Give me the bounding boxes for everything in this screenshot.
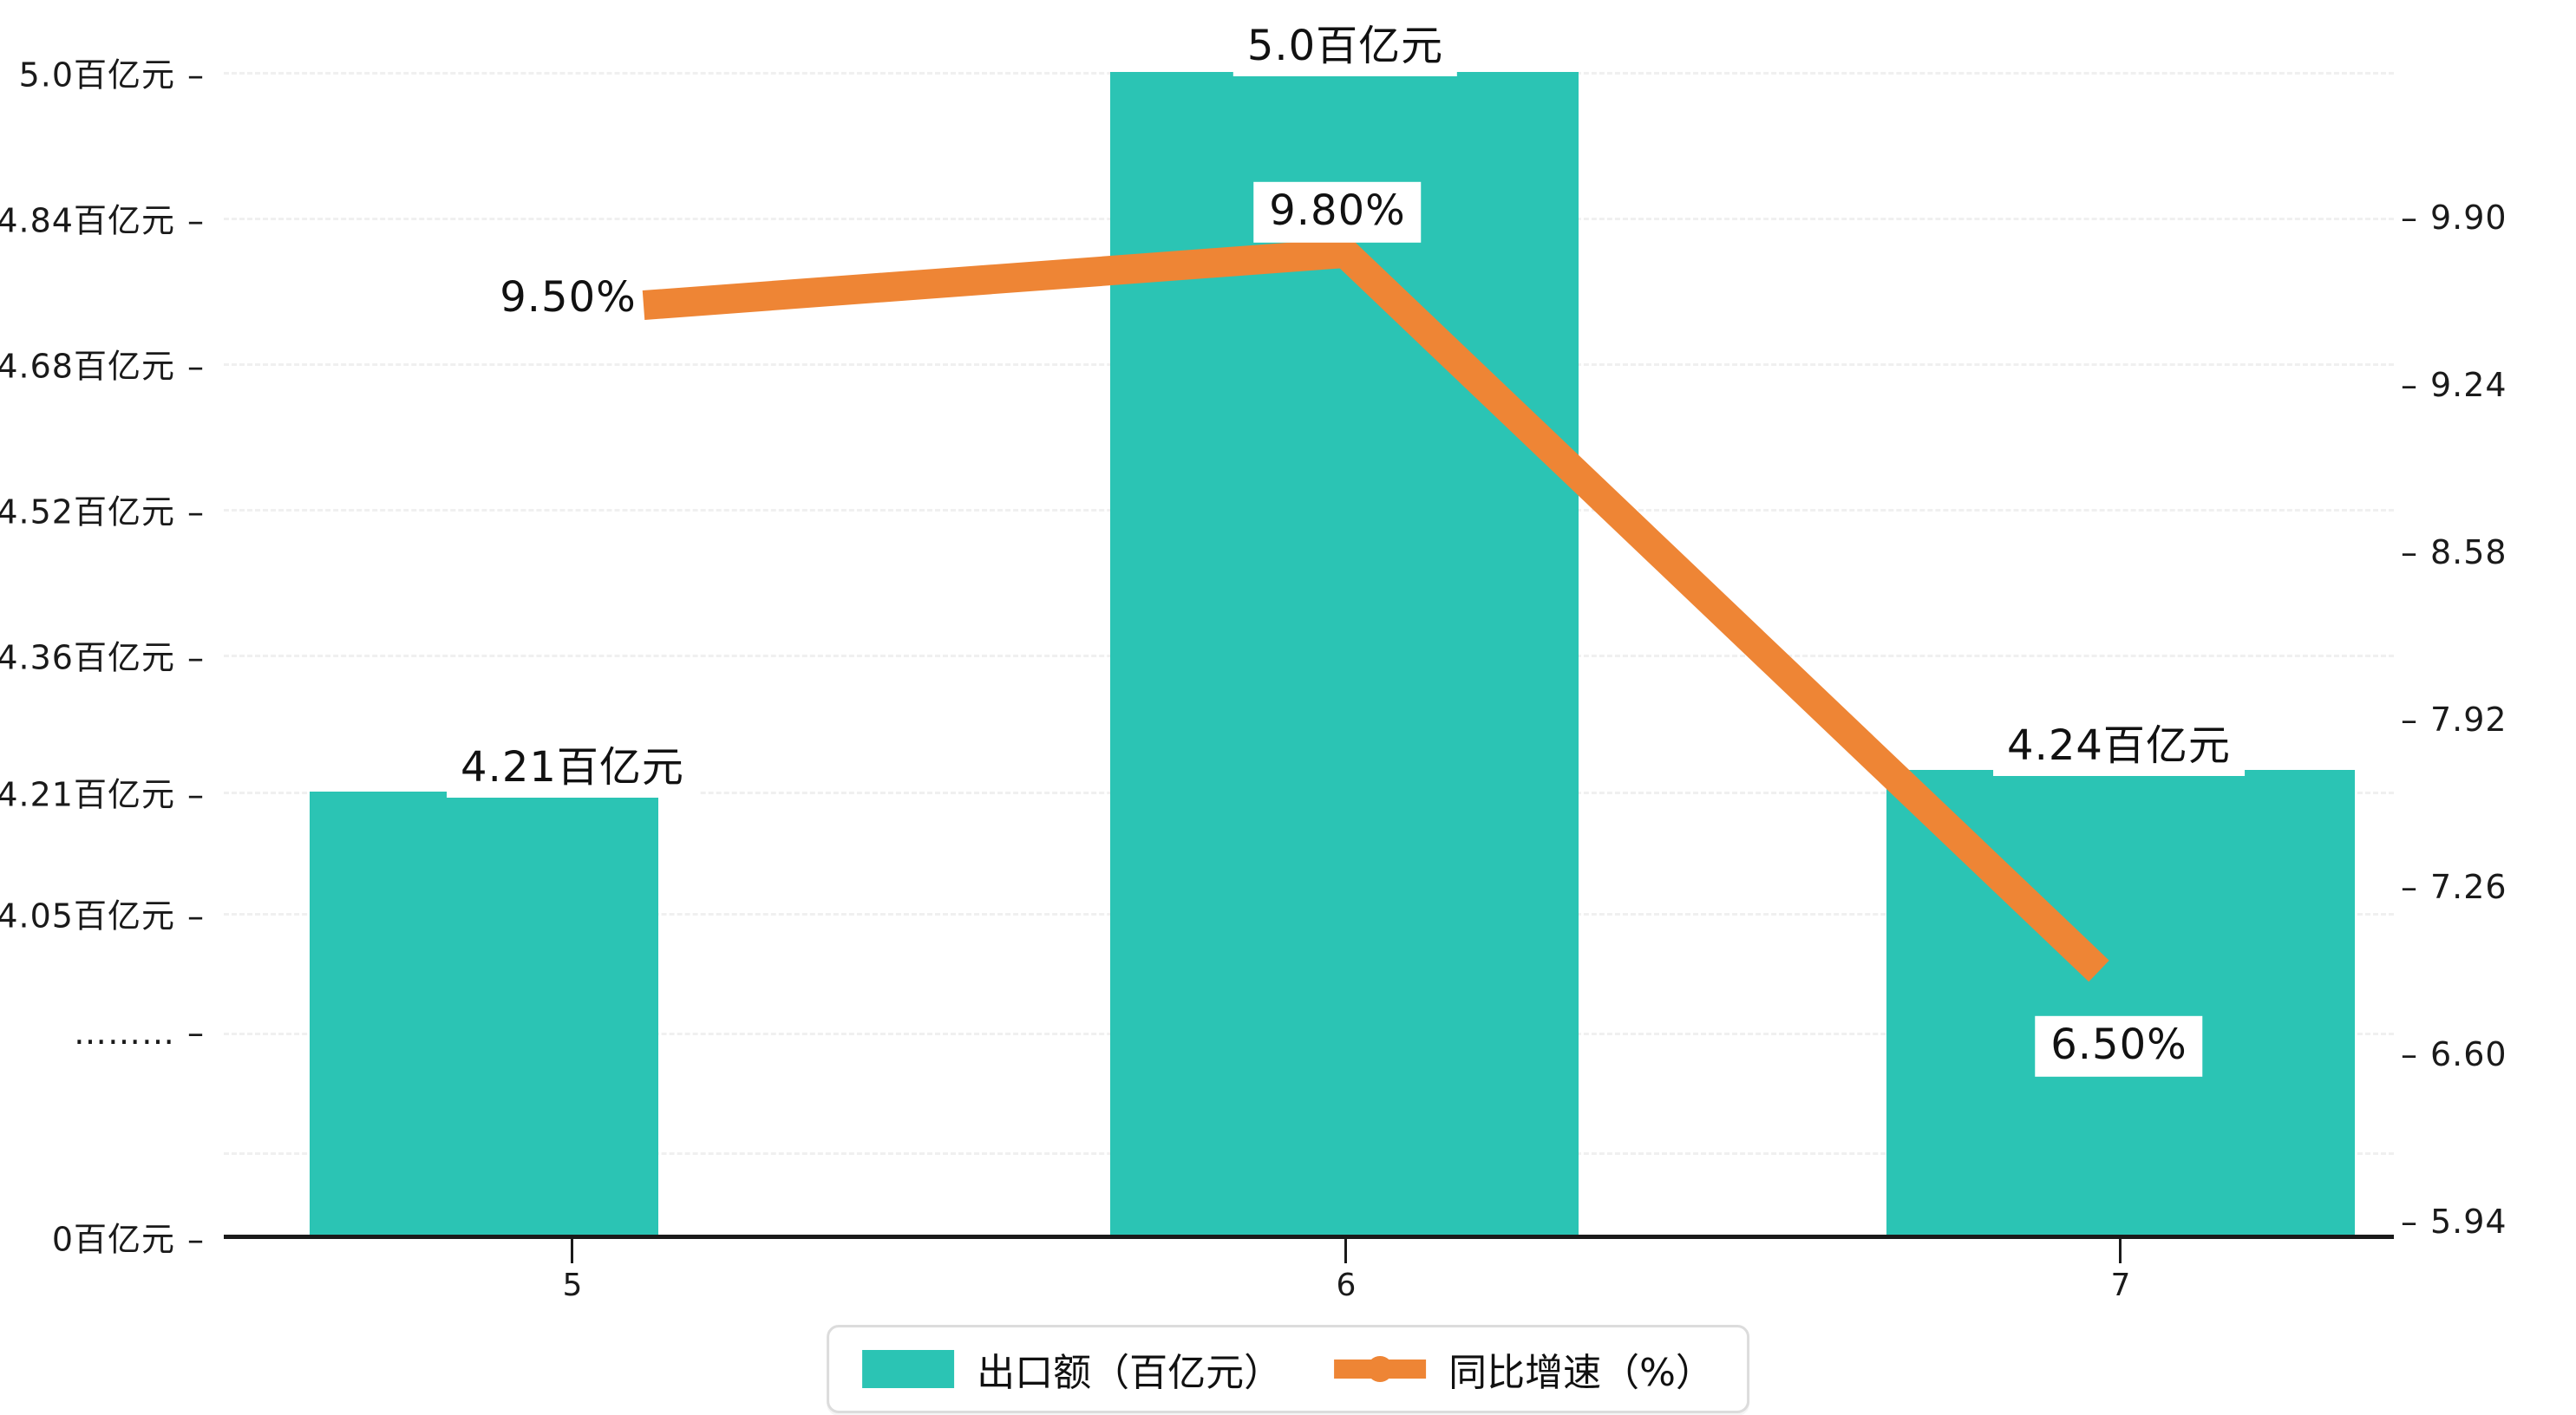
x-axis-tick-mark bbox=[1344, 1239, 1347, 1263]
y-axis-right-tick-4: –7.26 bbox=[2401, 868, 2507, 906]
tick-dash-icon: – bbox=[187, 1220, 205, 1259]
bar-category-7[interactable] bbox=[1886, 770, 2355, 1236]
tick-dash-icon: – bbox=[2401, 701, 2418, 739]
y-axis-left-tick-5: 4.21百亿元 – bbox=[0, 775, 205, 814]
y-axis-right-tick-1: –9.24 bbox=[2401, 366, 2507, 404]
tick-dash-icon: – bbox=[187, 897, 205, 936]
y-axis-left-tick-8: 0百亿元 – bbox=[51, 1220, 205, 1259]
y-axis-right-tick-5: –6.60 bbox=[2401, 1035, 2507, 1073]
tick-dash-icon: – bbox=[187, 775, 205, 814]
tick-dash-icon: – bbox=[187, 347, 205, 386]
bar-category-5[interactable] bbox=[310, 792, 658, 1236]
tick-dash-icon: – bbox=[187, 201, 205, 240]
x-axis-tick-mark bbox=[2119, 1239, 2122, 1263]
bar-value-label-6: 5.0百亿元 bbox=[1232, 19, 1458, 77]
x-axis-label-7: 7 bbox=[2110, 1268, 2131, 1303]
y-axis-right-tick-3: –7.92 bbox=[2401, 701, 2507, 739]
tick-dash-icon: – bbox=[187, 1014, 205, 1052]
y-axis-left-tick-1: 4.84百亿元 – bbox=[0, 201, 205, 240]
x-axis-label-5: 5 bbox=[562, 1268, 583, 1303]
y-axis-right-tick-6: –5.94 bbox=[2401, 1203, 2507, 1241]
line-value-label-5: 9.50% bbox=[500, 272, 637, 322]
chart-legend: 出口额（百亿元） 同比增速（%） bbox=[827, 1325, 1749, 1413]
y-axis-right-tick-0: –9.90 bbox=[2401, 199, 2507, 237]
y-axis-left-tick-6: 4.05百亿元 – bbox=[0, 897, 205, 936]
tick-dash-icon: – bbox=[187, 492, 205, 531]
legend-label-export-amount: 出口额（百亿元） bbox=[977, 1351, 1283, 1395]
bar-value-label-7: 4.24百亿元 bbox=[1993, 719, 2245, 777]
tick-dash-icon: – bbox=[187, 638, 205, 677]
legend-bar-swatch-icon bbox=[862, 1350, 955, 1388]
legend-item-export-amount[interactable]: 出口额（百亿元） bbox=[862, 1341, 1282, 1397]
y-axis-left-tick-2: 4.68百亿元 – bbox=[0, 347, 205, 386]
bar-value-label-5: 4.21百亿元 bbox=[447, 740, 698, 799]
line-value-label-6: 9.80% bbox=[1253, 181, 1422, 244]
bar-category-6[interactable] bbox=[1110, 72, 1579, 1236]
tick-dash-icon: – bbox=[2401, 1035, 2418, 1073]
tick-dash-icon: – bbox=[2401, 533, 2418, 571]
tick-dash-icon: – bbox=[2401, 199, 2418, 237]
legend-line-swatch-icon bbox=[1334, 1350, 1427, 1388]
tick-dash-icon: – bbox=[2401, 1203, 2418, 1241]
y-axis-right-tick-2: –8.58 bbox=[2401, 533, 2507, 571]
y-axis-left-tick-break: ……… – bbox=[74, 1014, 205, 1052]
y-axis-left-tick-4: 4.36百亿元 – bbox=[0, 638, 205, 677]
legend-item-growth-rate[interactable]: 同比增速（%） bbox=[1334, 1341, 1714, 1397]
legend-label-growth-rate: 同比增速（%） bbox=[1448, 1351, 1714, 1395]
y-axis-left-tick-3: 4.52百亿元 – bbox=[0, 492, 205, 531]
x-axis-tick-mark bbox=[571, 1239, 573, 1263]
tick-dash-icon: – bbox=[2401, 366, 2418, 404]
x-axis-line bbox=[224, 1235, 2394, 1239]
y-axis-left-tick-0: 5.0百亿元 – bbox=[18, 55, 205, 95]
tick-dash-icon: – bbox=[187, 55, 205, 95]
x-axis-label-6: 6 bbox=[1336, 1268, 1357, 1303]
line-value-label-7: 6.50% bbox=[2035, 1015, 2203, 1078]
tick-dash-icon: – bbox=[2401, 868, 2418, 906]
